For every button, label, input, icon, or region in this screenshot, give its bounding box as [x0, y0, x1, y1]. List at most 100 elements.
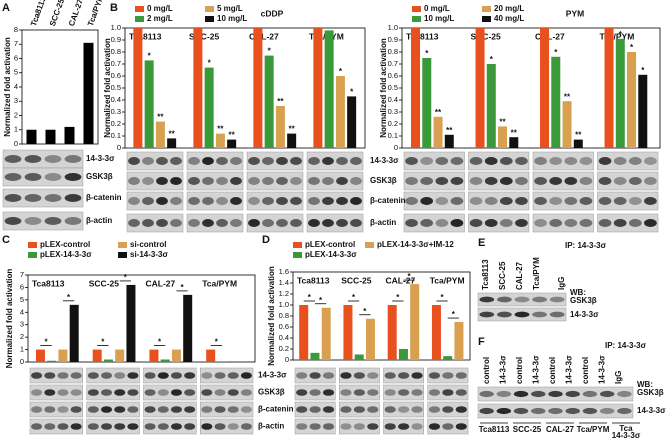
- category-label: Tca8113: [406, 31, 439, 41]
- significance-label: *: [308, 293, 312, 302]
- blot: [597, 191, 659, 211]
- significance-label: *: [148, 52, 152, 61]
- blot-band: [367, 406, 379, 413]
- blot-band: [214, 406, 226, 413]
- x-tick-label: Tca8113: [29, 0, 48, 27]
- blot-band: [397, 372, 410, 379]
- lane-label: IgG: [557, 277, 566, 290]
- blot-band: [202, 197, 214, 205]
- bar: [206, 349, 216, 362]
- blot-band: [353, 423, 366, 430]
- blot-band: [340, 406, 352, 413]
- legend-swatch: [293, 252, 302, 258]
- blot: [532, 213, 594, 233]
- bar: [310, 352, 320, 360]
- blot-band: [336, 157, 348, 165]
- significance-label: *: [554, 48, 558, 57]
- blot-band: [262, 177, 274, 185]
- blot-band: [598, 197, 612, 205]
- y-tick-label: 5: [14, 68, 18, 77]
- blot-band: [455, 372, 467, 379]
- group-label: 14-3-3σ: [612, 431, 641, 438]
- blot-band: [31, 389, 43, 396]
- bar: [387, 305, 397, 360]
- blot-band: [296, 372, 308, 379]
- significance-label: **: [277, 97, 284, 106]
- legend-swatch: [205, 6, 214, 12]
- significance-label: *: [630, 43, 634, 52]
- bar: [83, 42, 94, 145]
- blot-band: [4, 155, 22, 163]
- blot-band: [442, 423, 454, 430]
- blot: [29, 367, 83, 384]
- blot-band: [308, 197, 320, 205]
- y-tick-label: 1.2: [279, 289, 289, 298]
- bar: [365, 318, 375, 360]
- y-tick-label: 1.0: [388, 23, 398, 32]
- bar: [215, 133, 225, 148]
- blot-band: [4, 194, 22, 202]
- blot-band: [479, 296, 495, 303]
- blot-band: [411, 372, 423, 379]
- y-tick-label: 3: [20, 320, 24, 329]
- blot: [86, 367, 140, 384]
- blot-band: [290, 157, 302, 165]
- blot-band: [353, 389, 366, 396]
- legend-label: 2 mg/L: [147, 14, 173, 23]
- bar: [627, 52, 637, 148]
- blot-band: [70, 406, 82, 413]
- legend-swatch: [135, 6, 144, 12]
- blot-band: [548, 390, 563, 398]
- blot: [186, 213, 244, 233]
- blot-band: [57, 406, 69, 413]
- blot-band: [322, 197, 334, 205]
- lane-label: SCC-25: [498, 261, 507, 290]
- blot-band: [156, 157, 168, 165]
- blot-band: [44, 423, 56, 430]
- blot-band: [534, 177, 547, 185]
- blot: [143, 367, 197, 384]
- bar: [422, 58, 432, 148]
- y-tick-label: 6: [14, 53, 18, 62]
- blot: [143, 401, 197, 418]
- blot-label: 14-3-3σ: [258, 371, 287, 380]
- bar: [540, 28, 550, 148]
- blot: [532, 151, 594, 171]
- blot-band: [384, 423, 396, 430]
- blot: [468, 151, 530, 171]
- blot-band: [628, 177, 642, 185]
- y-tick-label: 0.2: [279, 344, 289, 353]
- bar: [562, 101, 572, 148]
- blot: [2, 167, 84, 187]
- blot-label: β-actin: [86, 216, 112, 225]
- blot-label: β-catenin: [370, 196, 406, 205]
- blot-band: [534, 219, 547, 227]
- bar: [160, 359, 170, 362]
- blot-band: [484, 177, 498, 185]
- y-tick-label: 2: [14, 110, 18, 119]
- blot: [403, 171, 465, 191]
- bar: [167, 138, 177, 148]
- blot-band: [44, 389, 56, 396]
- blot-band: [216, 157, 228, 165]
- blot-label: GSK3β: [570, 296, 597, 305]
- bar: [103, 359, 113, 362]
- blot-band: [435, 219, 449, 227]
- blot-band: [353, 372, 366, 379]
- blot-band: [184, 372, 196, 379]
- legend-label: pLEX-14-3-3σ: [40, 250, 92, 259]
- blot-band: [350, 197, 362, 205]
- blot-band: [57, 423, 69, 430]
- blot-band: [70, 423, 82, 430]
- blot-band: [144, 406, 156, 413]
- blot-band: [44, 194, 62, 202]
- legend-swatch: [118, 242, 127, 248]
- legend-swatch: [205, 16, 214, 22]
- blot-band: [644, 157, 657, 165]
- blot-band: [340, 423, 352, 430]
- blot-band: [100, 423, 113, 430]
- blot-band: [613, 197, 627, 205]
- blot-band: [397, 423, 410, 430]
- blot-band: [532, 311, 547, 318]
- category-label: Tca8113: [129, 31, 162, 41]
